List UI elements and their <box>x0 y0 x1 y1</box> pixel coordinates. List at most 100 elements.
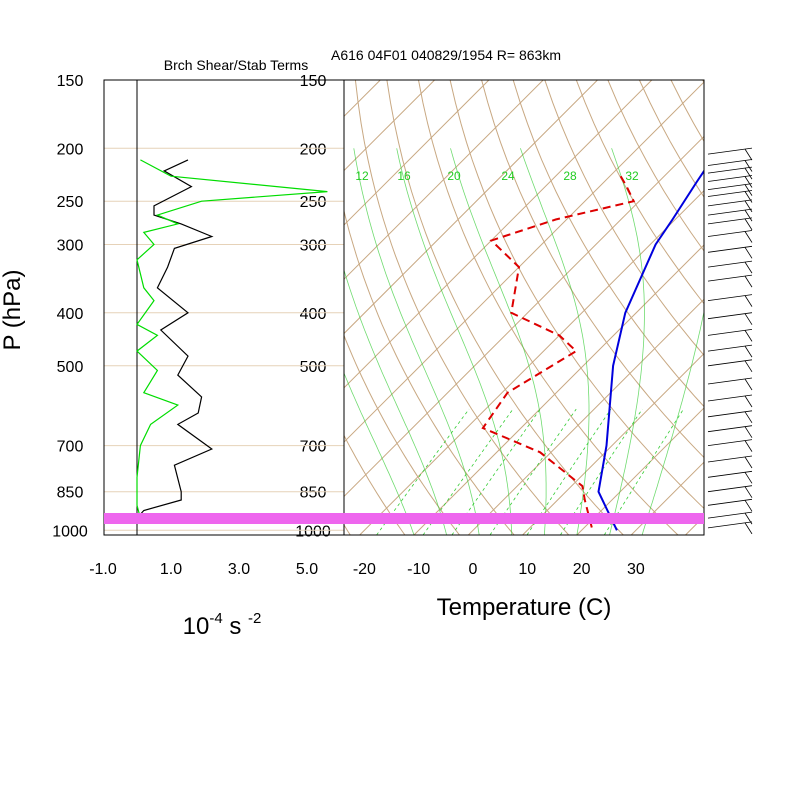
wind-barb-flag <box>744 160 753 172</box>
wind-barb <box>707 230 753 237</box>
temperature-tick-label: 10 <box>518 561 536 578</box>
wind-barb <box>707 498 753 506</box>
isotherm <box>630 461 704 535</box>
dry-adiabat <box>734 80 800 535</box>
dry-adiabat <box>344 434 406 535</box>
left-panel-x-label-exp2: -2 <box>248 610 261 627</box>
mixing-ratio-label: 16 <box>397 169 411 183</box>
pressure-tick-left: 850 <box>57 485 84 502</box>
wind-barb-flag <box>744 440 753 452</box>
wind-barb-flag <box>744 456 753 469</box>
isotherm <box>685 515 704 535</box>
wind-barb <box>707 344 753 352</box>
left-panel-x-ticks: -1.0 1.0 3.0 5.0 <box>89 561 318 578</box>
pressure-tick-right: 300 <box>300 238 327 255</box>
wind-barb <box>707 521 753 529</box>
dry-adiabat <box>575 80 704 305</box>
left-panel-x-label-base: 10 <box>183 613 210 640</box>
wind-barb <box>707 455 753 463</box>
wind-barb <box>707 439 753 446</box>
wind-barb-flag <box>744 330 753 342</box>
mixing-ratio-label: 24 <box>501 169 515 183</box>
isotherm <box>359 189 704 535</box>
right-panel-x-label: Temperature (C) <box>437 594 612 621</box>
wind-barb <box>707 329 753 336</box>
wind-barb <box>707 208 753 216</box>
pressure-tick-right: 500 <box>300 359 327 376</box>
right-panel-frame <box>343 79 705 536</box>
isotherm <box>344 135 704 498</box>
dry-adiabat <box>386 80 624 535</box>
wind-barb <box>707 274 753 282</box>
dry-adiabat <box>512 80 704 408</box>
isotherm <box>344 80 544 280</box>
wind-barb <box>707 485 753 493</box>
shear-stab-series-1 <box>136 159 328 519</box>
dewpoint-profile <box>481 175 636 531</box>
isotherm <box>344 80 653 389</box>
wind-barb-flag <box>744 313 753 325</box>
wind-barb <box>707 183 753 190</box>
wind-barb-flag <box>744 261 753 274</box>
wind-barb-flag <box>744 378 753 391</box>
left-panel-x-label-unit: s <box>223 613 248 640</box>
dry-adiabat <box>418 80 679 535</box>
pressure-axis-labels-left: 150 200 250 300 400 500 700 850 1000 <box>52 73 88 540</box>
wind-barb <box>707 377 753 385</box>
pressure-axis-label: P (hPa) <box>0 270 26 351</box>
wind-barb <box>707 511 753 519</box>
left-x-tick-label: 1.0 <box>160 561 182 578</box>
moist-adiabat <box>609 148 645 535</box>
right-panel: 12 16 20 24 28 32 -20 -10 0 10 20 30 Temperature (… <box>343 79 800 621</box>
wind-barb-flag <box>744 295 753 307</box>
wind-barb-flag <box>744 191 753 203</box>
temperature-tick-label: 0 <box>469 561 478 578</box>
moist-adiabat <box>641 309 704 535</box>
right-panel-isopleths <box>344 80 800 535</box>
isotherm <box>344 80 490 226</box>
left-panel-title: Brch Shear/Stab Terms <box>164 57 308 73</box>
wind-barb <box>707 190 753 197</box>
temperature-profile <box>597 169 704 531</box>
wind-barb-flag <box>744 209 753 222</box>
left-panel-x-label: 10-4 s -2 <box>183 610 262 640</box>
pressure-tick-right: 400 <box>300 306 327 323</box>
moist-adiabat <box>344 268 447 535</box>
temperature-tick-label: -10 <box>407 561 430 578</box>
pressure-tick-left: 500 <box>57 359 84 376</box>
moist-adiabat <box>353 148 480 535</box>
dry-adiabat <box>544 80 704 357</box>
pressure-tick-left: 250 <box>57 194 84 211</box>
left-panel-gridlines <box>104 79 344 531</box>
wind-barb-flag <box>744 184 753 196</box>
wind-barb <box>707 147 753 155</box>
isotherm <box>344 81 704 443</box>
pressure-tick-left: 300 <box>57 238 84 255</box>
left-x-tick-label: -1.0 <box>89 561 117 578</box>
wind-barb-flag <box>744 486 753 498</box>
wind-barb-flag <box>744 360 753 373</box>
shear-stab-series-0 <box>136 159 214 519</box>
mixing-ratio-labels: 12 16 20 24 28 32 <box>355 169 639 183</box>
surface-level-band <box>104 513 704 524</box>
dry-adiabat <box>607 80 704 252</box>
wind-barb-flag <box>744 176 753 188</box>
pressure-tick-right: 200 <box>300 141 327 158</box>
wind-barb-flag <box>744 522 753 535</box>
isotherm <box>794 80 800 535</box>
temperature-tick-label: 20 <box>573 561 591 578</box>
wind-barbs <box>707 147 753 535</box>
mixing-ratio-label: 28 <box>563 169 577 183</box>
pressure-tick-right: 700 <box>300 439 327 456</box>
moist-adiabat <box>520 148 590 535</box>
wind-barb <box>707 245 753 253</box>
dry-adiabat <box>449 80 704 510</box>
wind-barb-flag <box>744 218 753 231</box>
wind-barb <box>707 217 753 225</box>
pressure-tick-left: 150 <box>57 73 84 90</box>
isotherm <box>413 244 704 535</box>
right-panel-x-ticks: -20 -10 0 10 20 30 <box>353 561 645 578</box>
dry-adiabat <box>344 209 515 535</box>
wind-barb <box>707 359 753 367</box>
isotherm <box>522 352 704 535</box>
